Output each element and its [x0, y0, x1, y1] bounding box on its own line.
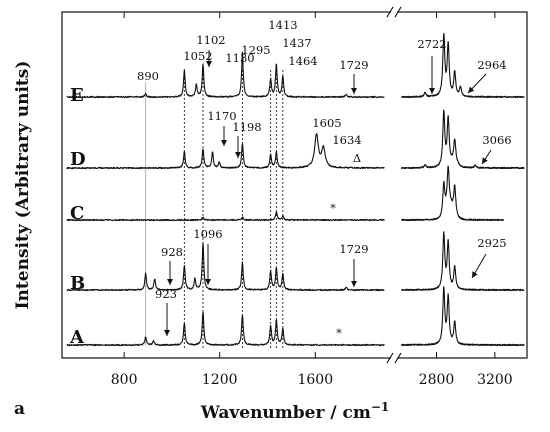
series-B-trace-part-1	[66, 242, 385, 292]
x-axis-title-text: Wavenumber / cm	[200, 403, 371, 423]
x-tick-label-1600: 1600	[297, 372, 333, 388]
series-E-trace-part-1	[66, 51, 385, 99]
x-axis-title-superscript: −1	[371, 400, 389, 414]
peak-label-E-1295: 1295	[241, 43, 270, 57]
peak-label-E-1464: 1464	[288, 54, 317, 68]
x-tick-label-3200: 3200	[477, 372, 513, 388]
x-axis-title: Wavenumber / cm−1	[200, 400, 389, 423]
x-tick-label-800: 800	[111, 372, 138, 388]
x-tick-label-1200: 1200	[202, 372, 238, 388]
x-axis-ticks: 800 1200 1600 2800 3200	[111, 12, 513, 388]
peak-label-E-1052: 1052	[183, 49, 212, 63]
peak-arrowhead-B-1729	[351, 281, 357, 287]
axis-break-mark-1b	[394, 6, 402, 18]
peak-label-E-1130: 1130	[225, 51, 254, 65]
y-axis-title: Intensity (Arbitrary units)	[13, 61, 33, 310]
axis-break-mark-1a	[386, 6, 394, 18]
peak-label-D-1605: 1605	[312, 116, 341, 130]
series-E-trace-part-2	[401, 32, 525, 99]
peak-label-D-1720: Δ	[353, 151, 361, 165]
series-D-trace-part-2	[400, 109, 525, 170]
x-tick-label-2800: 2800	[419, 372, 455, 388]
series-A-trace-part-2	[401, 286, 525, 347]
axis-break-gap-2	[391, 354, 397, 362]
peak-label-E-2722: 2722	[417, 37, 446, 51]
peak-arrowhead-D-3066	[482, 157, 488, 164]
peak-label-D-3066: 3066	[482, 133, 511, 147]
guide-lines	[145, 70, 284, 350]
peak-arrowhead-D-1170	[221, 140, 227, 146]
peak-label-E-1729: 1729	[339, 58, 368, 72]
series-label-B: B	[70, 273, 85, 294]
series-A-trace-part-1	[66, 311, 385, 347]
axis-break-mark-2b	[394, 352, 402, 364]
peak-arrowhead-D-1198	[235, 152, 241, 158]
plot-frame	[61, 11, 528, 359]
axis-break-mark-2a	[386, 352, 394, 364]
series-C-trace-part-2	[401, 165, 505, 222]
x-axis-break	[386, 6, 402, 364]
peak-label-E-1437: 1437	[282, 36, 311, 50]
peak-label-B-2925: 2925	[477, 236, 506, 250]
peak-label-B-1729: 1729	[339, 242, 368, 256]
series-label-A: A	[69, 327, 85, 348]
series-D-trace-part-1	[66, 133, 385, 170]
peak-label-D-1170: 1170	[207, 109, 236, 123]
peak-arrowhead-B-1096	[205, 279, 211, 285]
axis-break-gap-1	[391, 8, 397, 16]
series-C-trace-part-1	[66, 211, 385, 222]
peak-arrowhead-B-928	[167, 279, 173, 285]
spectra-traces: A B C D E	[66, 32, 525, 348]
peak-label-B-1096: 1096	[193, 227, 222, 241]
series-label-C: C	[70, 203, 84, 224]
series-label-D: D	[70, 149, 86, 170]
peak-label-D-1198: 1198	[232, 120, 261, 134]
peak-label-E-1413: 1413	[268, 18, 297, 32]
peak-label-D-1634: 1634	[332, 133, 361, 147]
peak-arrowhead-E-1102	[206, 61, 212, 67]
peak-label-A-923: 923	[155, 287, 177, 301]
panel-label: a	[14, 399, 25, 419]
peak-arrowhead-B-2925	[472, 271, 478, 278]
series-B-trace-part-2	[401, 231, 525, 292]
peak-label-A-1660: *	[336, 326, 342, 340]
series-label-E: E	[70, 85, 84, 106]
peak-arrowhead-A-923	[164, 330, 170, 336]
peak-label-C-1660: *	[330, 201, 336, 215]
peak-arrowhead-E-1729	[351, 88, 357, 94]
peak-label-E-2964: 2964	[477, 58, 506, 72]
peak-arrowhead-E-2722	[429, 88, 435, 94]
peak-label-B-928: 928	[161, 245, 183, 259]
peak-arrowhead-E-2964	[468, 86, 475, 93]
peak-label-E-1102: 1102	[196, 33, 225, 47]
peak-label-E-890: 890	[137, 69, 159, 83]
